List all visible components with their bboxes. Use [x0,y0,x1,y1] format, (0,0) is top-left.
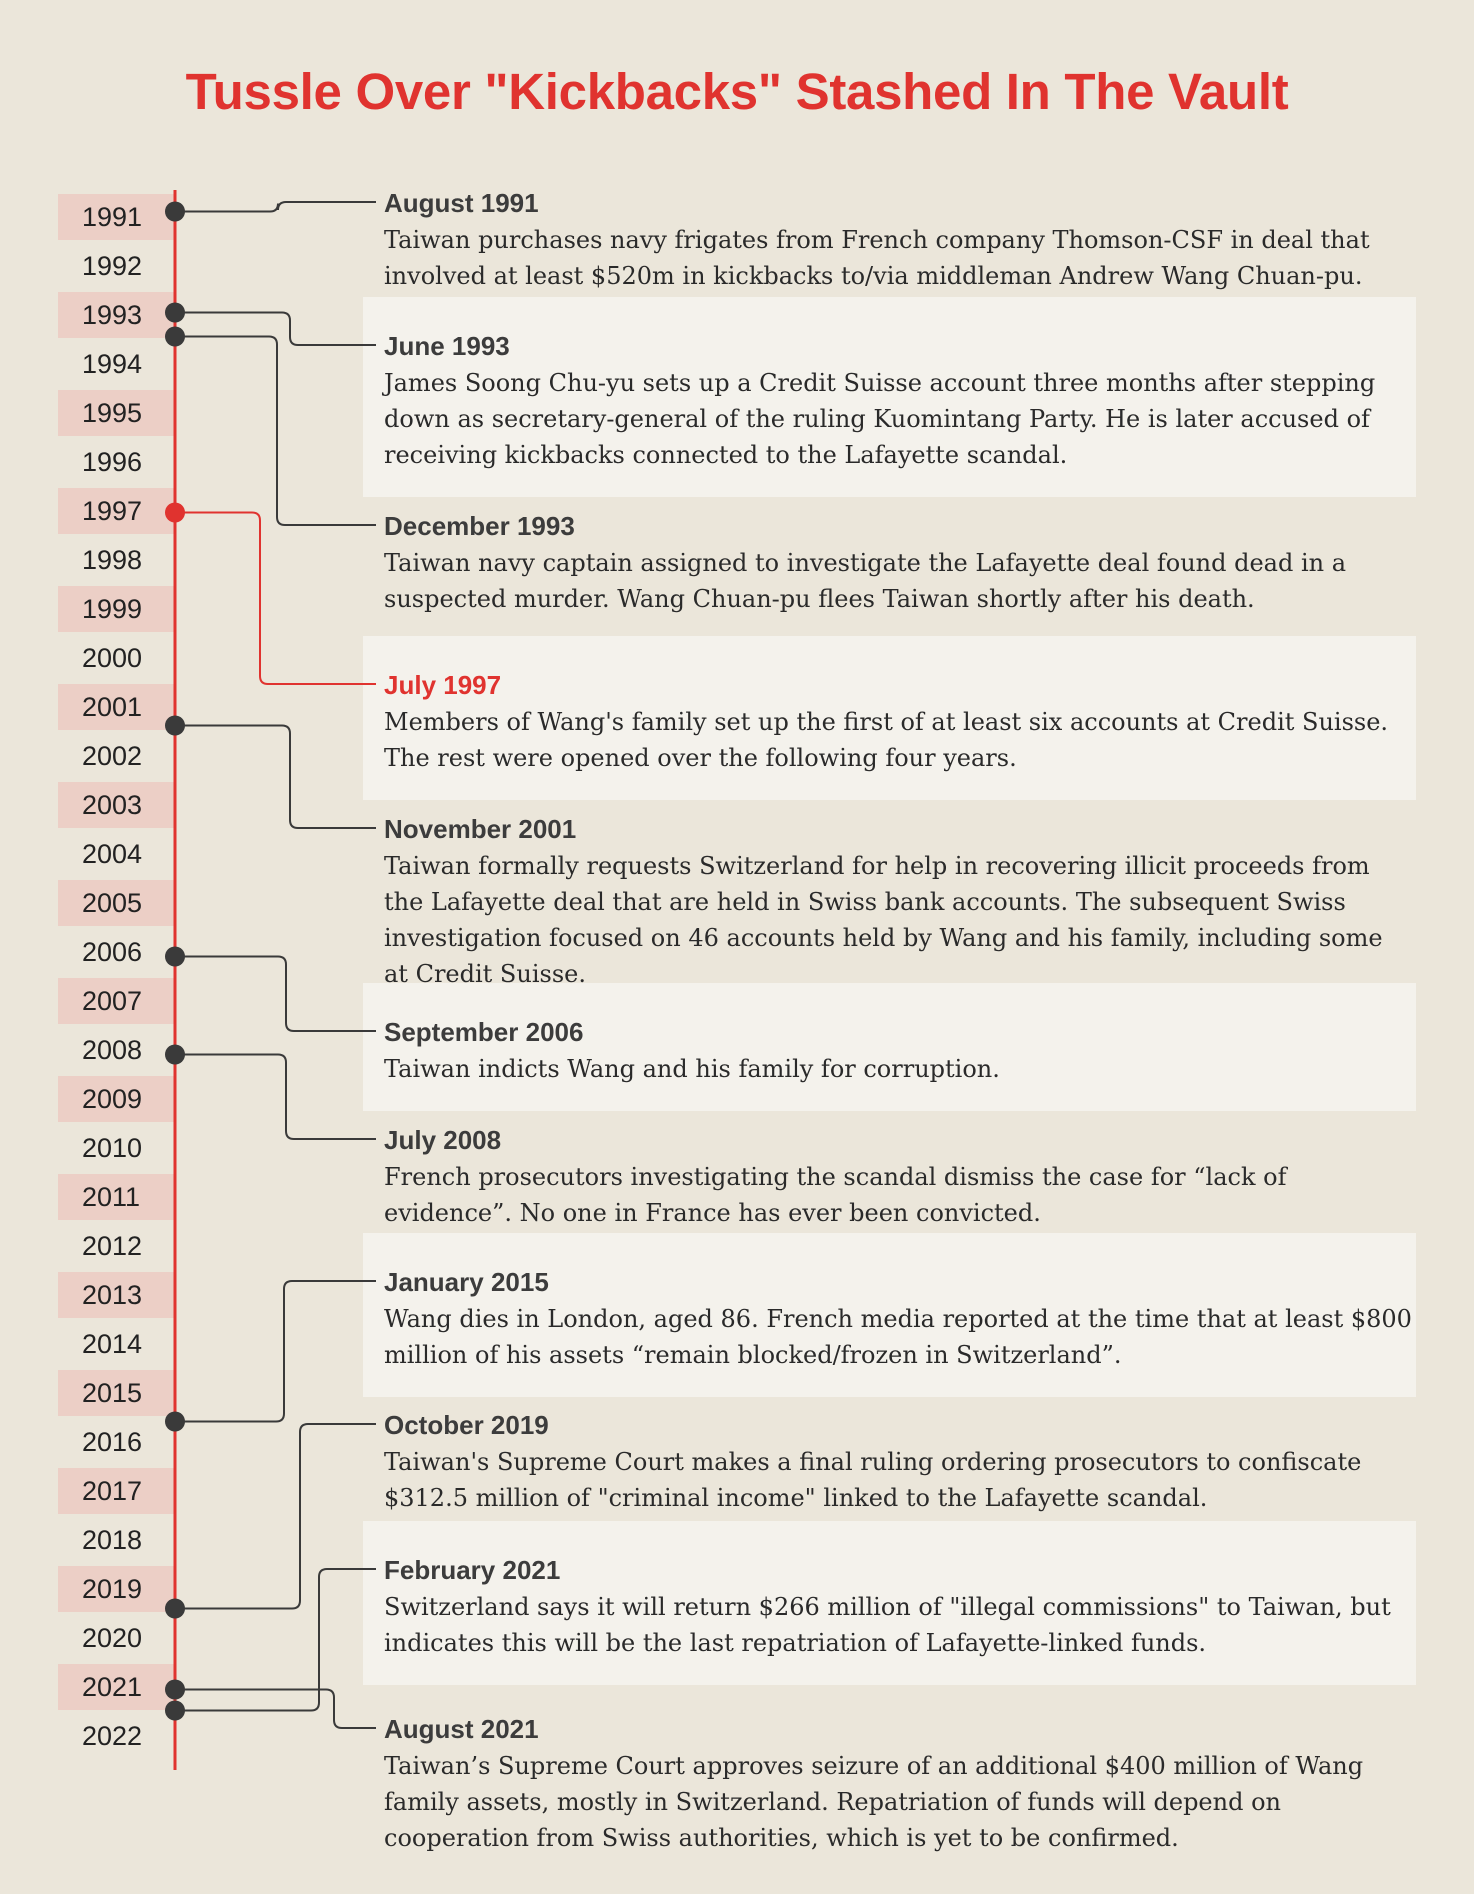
event-panel [363,636,1416,800]
event-description: Members of Wang's family set up the firs… [384,708,1389,772]
year-label: 2013 [58,1272,175,1318]
event-dot [165,1700,185,1721]
timeline-event: January 2015 Wang dies in London, aged 86… [384,1267,1414,1373]
event-connector [175,1423,376,1610]
year-label: 2006 [82,937,143,967]
year-label: 2014 [82,1329,143,1359]
year-column: 1991 1992 1993 1994 1995 1996 1997 1998 1999 2000… [0,0,200,1894]
event-panel [363,1521,1416,1685]
event-panel [363,983,1416,1111]
event-connector [175,311,376,346]
event-description: Taiwan formally requests Switzerland for… [384,852,1383,988]
event-date: January 2015 [384,1267,549,1297]
event-date: July 2008 [384,1125,502,1155]
timeline-event: July 2008 French prosecutors investigatin… [384,1125,1414,1231]
year-label: 1999 [58,586,175,632]
event-date: February 2021 [384,1555,561,1585]
year-label: 2002 [82,741,143,771]
year-label: 1994 [82,349,143,379]
event-date: June 1993 [384,331,510,361]
event-panel [363,1233,1416,1397]
event-dot [165,715,185,736]
year-label: 2022 [82,1721,143,1751]
year-label: 2009 [58,1076,175,1122]
event-connector [175,511,376,685]
year-label: 2001 [58,684,175,730]
timeline-event: August 1991 Taiwan purchases navy frigate… [384,188,1414,294]
year-label: 1991 [58,194,175,240]
year-label: 2020 [82,1623,143,1653]
timeline-event: June 1993 James Soong Chu-yu sets up a Cr… [384,331,1414,473]
page-title: Tussle Over "Kickbacks" Stashed In The V… [185,63,1289,120]
event-dot [165,946,185,967]
year-label: 2008 [82,1035,143,1065]
year-label: 2015 [58,1370,175,1416]
year-label: 2021 [58,1664,175,1710]
event-description: French prosecutors investigating the sca… [384,1163,1287,1227]
event-description: Taiwan navy captain assigned to investig… [384,549,1347,613]
event-date: December 1993 [384,511,575,541]
year-label: 1996 [82,447,143,477]
event-connector [175,724,376,829]
year-label: 2012 [82,1231,143,1261]
event-description: Taiwan indicts Wang and his family for c… [384,1055,1000,1083]
year-label: 1997 [58,488,175,534]
event-description: Taiwan purchases navy frigates from Fren… [384,226,1370,290]
event-connector [175,1280,376,1423]
event-dot [165,1679,185,1700]
year-label: 2018 [82,1525,143,1555]
event-description: Wang dies in London, aged 86. French med… [384,1305,1412,1369]
event-panel [363,297,1416,497]
event-description: Taiwan's Supreme Court makes a final rul… [384,1448,1362,1512]
event-date: November 2001 [384,814,577,844]
year-label: 1998 [82,545,143,575]
event-dot [165,1044,185,1065]
year-label: 2004 [82,839,143,869]
event-connector [175,1568,376,1712]
year-label: 2000 [82,643,143,673]
event-date: October 2019 [384,1410,549,1440]
year-label: 2007 [58,978,175,1024]
timeline-event: August 2021 Taiwan’s Supreme Court approv… [384,1714,1414,1856]
event-connector [175,955,376,1032]
year-label: 2019 [58,1566,175,1612]
event-dot [165,302,185,323]
timeline-event: July 1997 Members of Wang's family set up… [384,670,1414,776]
year-label: 1995 [58,390,175,436]
timeline-event: October 2019 Taiwan's Supreme Court makes… [384,1410,1414,1516]
timeline-event: September 2006 Taiwan indicts Wang and hi… [384,1017,1414,1087]
event-date: July 1997 [384,670,502,700]
event-dot [165,1411,185,1432]
event-description: Taiwan’s Supreme Court approves seizure … [384,1752,1364,1852]
event-connector [175,1053,376,1140]
event-connector [175,1688,376,1729]
year-label: 2016 [82,1427,143,1457]
event-dot [165,1598,185,1619]
year-label: 2017 [58,1468,175,1514]
year-label: 1993 [58,292,175,338]
event-description: James Soong Chu-yu sets up a Credit Suis… [384,369,1376,469]
event-date: August 2021 [384,1714,539,1744]
event-connector [175,335,376,526]
event-dot [165,201,185,222]
event-dot [165,502,185,523]
event-dot [165,326,185,347]
timeline-event: November 2001 Taiwan formally requests Sw… [384,814,1414,992]
timeline-event: February 2021 Switzerland says it will re… [384,1555,1414,1661]
year-label: 2010 [82,1133,143,1163]
event-date: August 1991 [384,188,539,218]
year-label: 2003 [58,782,175,828]
event-connector [175,201,376,213]
year-label: 1992 [82,251,143,281]
year-label: 2005 [58,880,175,926]
timeline-event: December 1993 Taiwan navy captain assigne… [384,511,1414,617]
event-description: Switzerland says it will return $266 mil… [384,1593,1391,1657]
year-label: 2011 [58,1174,175,1220]
event-date: September 2006 [384,1017,584,1047]
